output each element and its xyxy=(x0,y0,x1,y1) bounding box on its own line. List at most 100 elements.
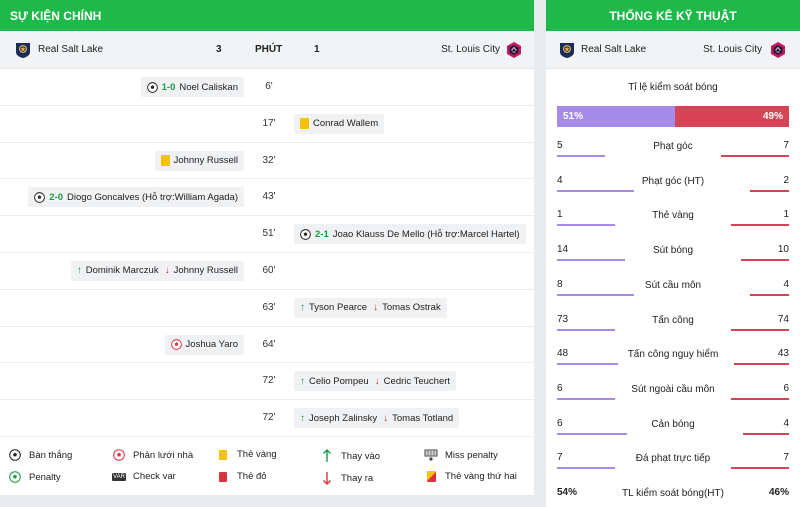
stat-label: Tấn công xyxy=(652,314,694,326)
stat-away-bar xyxy=(731,397,789,400)
stat-home-value: 73 xyxy=(557,313,569,325)
stat-away-value: 7 xyxy=(783,140,789,151)
stat-home-value: 6 xyxy=(557,382,563,394)
legend-sub-in: Thay vào xyxy=(320,449,380,463)
possession-title: Tỉ lệ kiểm soát bóng xyxy=(628,82,718,93)
stat-away-value: 1 xyxy=(783,209,789,221)
stat-home-value: 4 xyxy=(557,174,563,186)
events-team-row: Real Salt Lake 3 PHÚT 1 St. Louis City xyxy=(0,31,534,69)
real-salt-lake-crest-icon xyxy=(14,41,32,59)
event-chip[interactable]: ↑ Celio Pompeu ↓ Cedric Teuchert xyxy=(294,371,457,392)
stat-row: 6 Cản bóng 4 xyxy=(557,414,789,448)
event-chip[interactable]: 2-0 Diogo Goncalves (Hỗ trợ:William Agada… xyxy=(28,187,244,208)
event-chip[interactable]: ↑ Dominik Marczuk ↓ Johnny Russell xyxy=(70,260,244,281)
legend-miss-penalty: Miss penalty xyxy=(424,449,498,461)
stat-row: 73 Tấn công 74 xyxy=(557,310,789,344)
stat-away-value: 4 xyxy=(783,417,789,429)
stat-home-bar xyxy=(557,328,615,331)
sub-in-player[interactable]: Joseph Zalinsky xyxy=(309,412,378,424)
stat-away-value: 46% xyxy=(768,487,789,498)
stat-label: Phạt góc xyxy=(653,141,693,152)
event-chip[interactable]: Conrad Wallem xyxy=(294,113,385,134)
event-player[interactable]: Noel Caliskan xyxy=(179,81,238,93)
legend-sub-out: Thay ra xyxy=(320,471,373,485)
sub-in-player[interactable]: Dominik Marczuk xyxy=(85,265,159,277)
sub-out-player[interactable]: Tomas Ostrak xyxy=(382,302,441,314)
stat-away-bar xyxy=(750,189,789,192)
home-team-name[interactable]: Real Salt Lake xyxy=(38,44,104,55)
event-player[interactable]: Johnny Russell xyxy=(173,155,238,167)
stat-home-value: 7 xyxy=(557,452,563,464)
event-minute: 72' xyxy=(262,412,276,424)
sub-out-player[interactable]: Johnny Russell xyxy=(173,265,238,277)
legend-penalty: Penalty xyxy=(8,471,61,483)
stat-row: 5 Phạt góc 7 xyxy=(557,136,789,170)
sub-out-player[interactable]: Tomas Totland xyxy=(392,412,454,424)
stat-home-value: 54% xyxy=(557,487,578,498)
event-row: 72' ↑ Joseph Zalinsky ↓ Tomas Totland xyxy=(0,400,534,437)
stats-team-row: Real Salt Lake St. Louis City xyxy=(546,31,800,69)
stat-away-value: 10 xyxy=(777,244,789,256)
stat-home-bar xyxy=(557,467,615,470)
stats-title: THỐNG KÊ KỸ THUẬT xyxy=(609,8,737,23)
possession-home: 51% xyxy=(557,106,676,127)
stat-home-value: 5 xyxy=(557,140,563,151)
legend: Bàn thắng Phản lưới nhà Thẻ vàng Thay và… xyxy=(0,442,534,495)
stat-label: Cản bóng xyxy=(651,418,695,430)
arrow-up-icon: ↑ xyxy=(300,302,305,314)
stats-away-team-name[interactable]: St. Louis City xyxy=(703,44,762,55)
events-header: SỰ KIỆN CHÍNH xyxy=(0,0,534,31)
event-row: 17' Conrad Wallem xyxy=(0,106,534,143)
legend-var: VAR Check var xyxy=(112,471,176,482)
own-goal-icon xyxy=(170,339,182,350)
event-chip[interactable]: ↑ Tyson Pearce ↓ Tomas Ostrak xyxy=(294,297,447,318)
event-player[interactable]: Conrad Wallem xyxy=(313,118,379,130)
sub-in-player[interactable]: Celio Pompeu xyxy=(309,375,369,387)
legend-goal: Bàn thắng xyxy=(8,449,72,461)
var-icon: VAR xyxy=(112,472,126,481)
events-panel: SỰ KIỆN CHÍNH Real Salt Lake 3 PHÚT 1 St… xyxy=(0,0,534,495)
event-player[interactable]: Diogo Goncalves (Hỗ trợ:William Agada) xyxy=(67,191,238,203)
red-card-icon xyxy=(216,471,230,482)
possession-bar: 51% 49% xyxy=(557,106,789,127)
away-team-name[interactable]: St. Louis City xyxy=(441,44,500,55)
stat-home-bar xyxy=(557,293,634,296)
goal-icon xyxy=(34,192,46,203)
home-score: 3 xyxy=(216,44,222,55)
stat-label: Tấn công nguy hiểm xyxy=(627,349,719,361)
stats-home-team-name[interactable]: Real Salt Lake xyxy=(581,44,647,55)
away-score: 1 xyxy=(314,44,320,55)
stat-away-value: 2 xyxy=(783,174,789,186)
event-row: 51' 2-1 Joao Klauss De Mello (Hỗ trợ:Marce… xyxy=(0,216,534,253)
event-player[interactable]: Joao Klauss De Mello (Hỗ trợ:Marcel Hart… xyxy=(332,228,520,240)
stat-away-bar xyxy=(731,467,789,470)
sub-out-player[interactable]: Cedric Teuchert xyxy=(383,375,451,387)
event-chip[interactable]: Johnny Russell xyxy=(154,150,244,171)
stat-label: Đá phạt trực tiếp xyxy=(635,453,711,465)
event-chip[interactable]: ↑ Joseph Zalinsky ↓ Tomas Totland xyxy=(294,408,460,429)
event-minute: 32' xyxy=(262,154,276,166)
missed-penalty-icon xyxy=(424,449,438,461)
stat-row: 1 Thẻ vàng 1 xyxy=(557,205,789,239)
stat-row: 6 Sút ngoài cầu môn 6 xyxy=(557,379,789,413)
arrow-up-icon: ↑ xyxy=(76,265,82,277)
event-minute: 63' xyxy=(262,301,276,313)
event-player[interactable]: Joshua Yaro xyxy=(185,339,238,351)
legend-red-card: Thẻ đỏ xyxy=(216,471,267,482)
event-chip[interactable]: 1-0 Noel Caliskan xyxy=(140,77,244,97)
sub-in-player[interactable]: Tyson Pearce xyxy=(309,302,368,314)
possession-home-value: 51% xyxy=(563,111,584,122)
stat-home-bar xyxy=(557,397,615,400)
yellow-card-icon xyxy=(300,118,309,130)
possession-away-value: 49% xyxy=(762,111,783,122)
stat-home-bar xyxy=(557,155,605,157)
stat-label: Sút bóng xyxy=(652,245,694,257)
event-chip[interactable]: Joshua Yaro xyxy=(164,334,244,355)
stat-away-value: 74 xyxy=(777,313,789,325)
event-minute: 17' xyxy=(262,117,276,129)
stat-home-value: 1 xyxy=(557,209,563,221)
legend-yellow-card: Thẻ vàng xyxy=(216,449,277,460)
legend-sub-in-label: Thay vào xyxy=(341,450,381,462)
legend-goal-label: Bàn thắng xyxy=(29,449,73,461)
event-chip[interactable]: 2-1 Joao Klauss De Mello (Hỗ trợ:Marcel H… xyxy=(294,224,526,245)
